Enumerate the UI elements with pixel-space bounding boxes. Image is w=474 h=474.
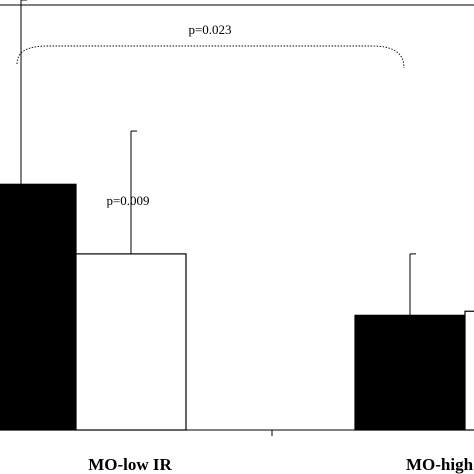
category-label-mo-low-ir: MO-low IR bbox=[88, 455, 172, 474]
significance-bracket bbox=[16, 45, 405, 69]
bar-s0-c1 bbox=[354, 314, 466, 431]
bar-s1-c1 bbox=[464, 310, 474, 431]
category-label-mo-high-ir: MO-high IR bbox=[406, 455, 474, 474]
annotation-p-0-009: p=0.009 bbox=[106, 193, 149, 208]
bar-s0-c0 bbox=[0, 183, 77, 431]
bar-s1-c0 bbox=[75, 253, 187, 431]
annotation-p-0-023: p=0.023 bbox=[188, 22, 231, 37]
